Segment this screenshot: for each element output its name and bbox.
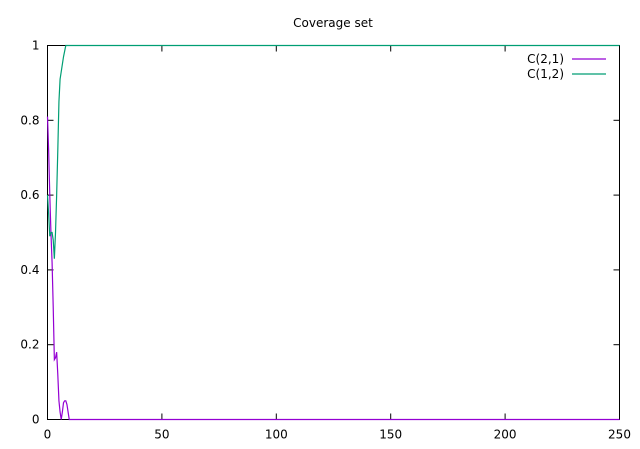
x-tick-label: 50 (154, 428, 169, 442)
x-tick-label: 250 (608, 428, 631, 442)
x-tick-label: 0 (44, 428, 52, 442)
plot-area (47, 45, 620, 420)
y-tick-label: 0.2 (20, 338, 39, 352)
legend-label: C(2,1) (527, 52, 564, 66)
series-line-1 (46, 116, 620, 421)
series-group (46, 44, 620, 421)
y-tick-label: 0.6 (20, 188, 39, 202)
y-tick-label: 0.8 (20, 113, 39, 127)
y-tick-label: 0.4 (20, 263, 39, 277)
series-line-2 (46, 44, 620, 259)
axis-ticks: 0 50 100 150 200 250 0 0.2 0.4 0.6 0.8 1 (20, 39, 631, 442)
x-tick-label: 100 (265, 428, 288, 442)
legend-label: C(1,2) (527, 67, 564, 81)
chart-title: Coverage set (293, 16, 373, 30)
x-tick-label: 200 (494, 428, 517, 442)
x-tick-label: 150 (379, 428, 402, 442)
y-tick-label: 1 (32, 39, 40, 53)
y-tick-label: 0 (32, 413, 40, 427)
legend: C(2,1)C(1,2) (527, 52, 606, 81)
